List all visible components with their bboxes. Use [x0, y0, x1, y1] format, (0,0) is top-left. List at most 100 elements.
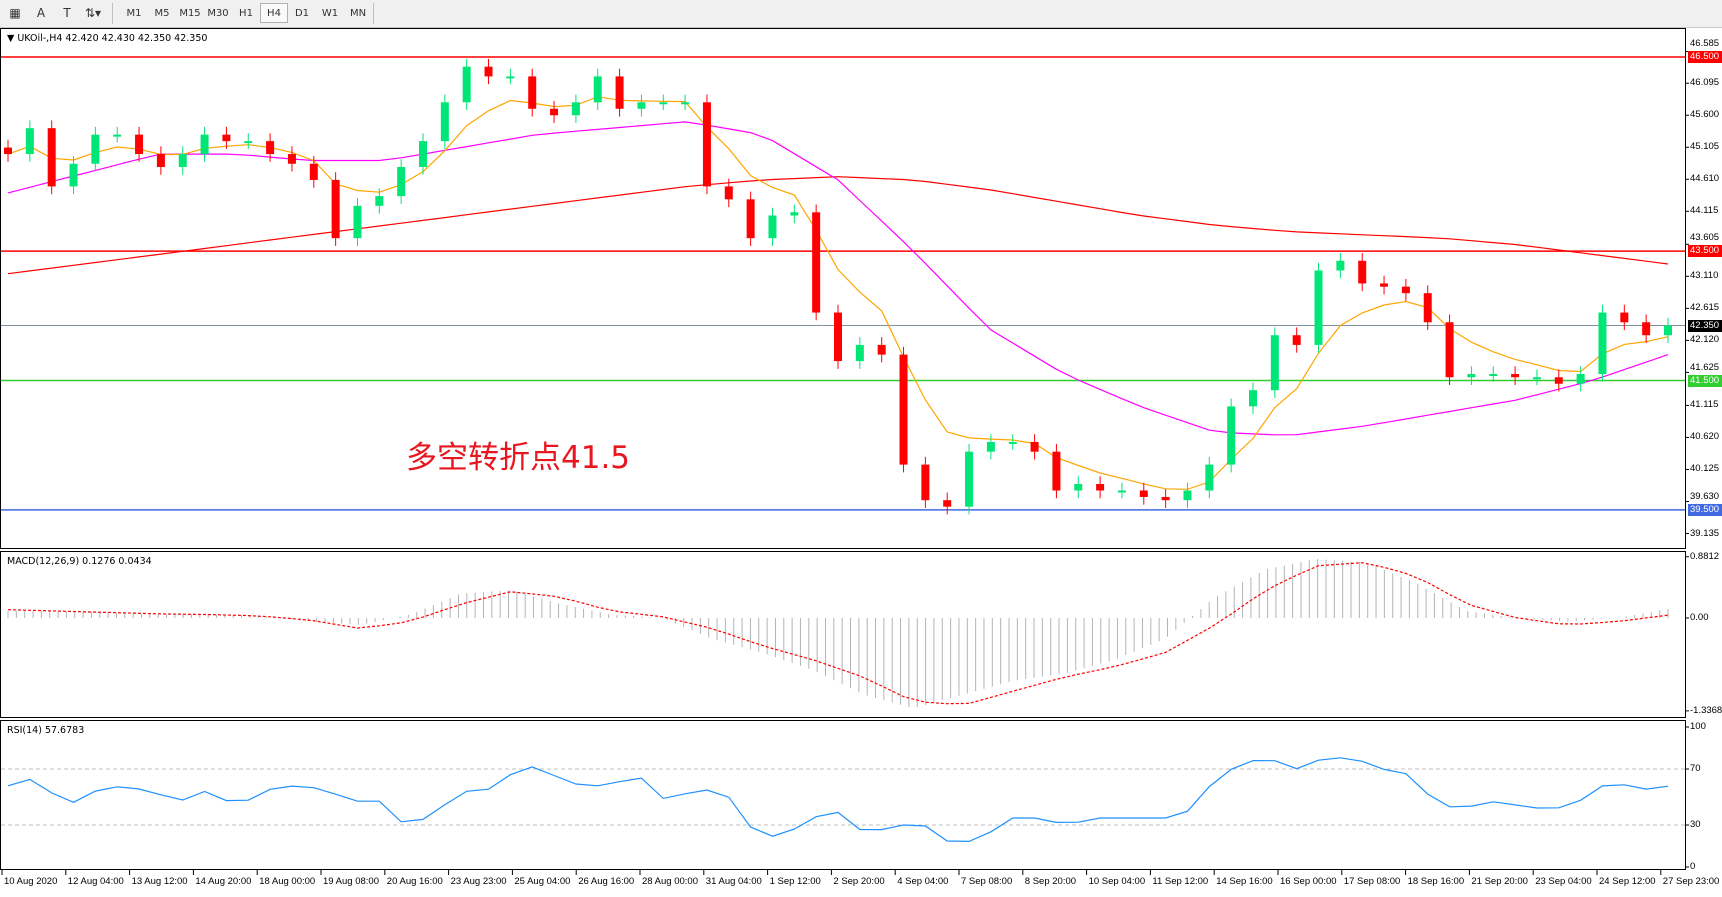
candle-body	[484, 66, 493, 77]
candle-body	[812, 212, 821, 313]
candle-body	[440, 102, 449, 142]
candle-body	[222, 134, 231, 142]
macd-tick-label: 0.8812	[1690, 550, 1720, 562]
grid-icon[interactable]: ▦	[9, 6, 21, 20]
candle-body	[1620, 312, 1629, 323]
symbol-ohlc: UKOil-,H4 42.420 42.430 42.350 42.350	[17, 33, 208, 44]
time-tick-label: 12 Aug 04:00	[67, 876, 124, 887]
candle-body	[47, 128, 56, 187]
time-tick-label: 26 Aug 16:00	[578, 876, 635, 887]
candle-body	[1052, 451, 1061, 491]
toolbar: ▦ A T ⇅▾ M1 M5 M15 M30 H1 H4 D1 W1 MN	[0, 0, 1722, 28]
time-tick-label: 14 Sep 16:00	[1216, 876, 1273, 887]
candle-body	[1445, 322, 1454, 378]
timeframe-m5[interactable]: M5	[154, 8, 170, 19]
collapse-arrow-icon[interactable]: ▼	[7, 33, 18, 44]
candle-body	[899, 354, 908, 465]
candle-body	[287, 154, 296, 164]
candle-body	[397, 166, 406, 197]
time-tick-label: 2 Sep 20:00	[833, 876, 885, 887]
macd-panel[interactable]: MACD(12,26,9) 0.1276 0.0434	[0, 551, 1686, 718]
candle-body	[1227, 406, 1236, 465]
candle-body	[178, 154, 187, 167]
candle-body	[419, 141, 427, 167]
time-tick-label: 7 Sep 08:00	[961, 876, 1013, 887]
time-tick-label: 8 Sep 20:00	[1024, 876, 1077, 887]
level-price-tag: 39.500	[1688, 503, 1722, 516]
price-tick-label: 45.600	[1690, 109, 1720, 121]
level-price-tag: 43.500	[1688, 245, 1722, 258]
candle-body	[1030, 441, 1039, 452]
candle-body	[25, 128, 34, 155]
rsi-panel[interactable]: RSI(14) 57.6783	[0, 720, 1686, 870]
timeframe-d1[interactable]: D1	[294, 8, 310, 19]
candle-body	[375, 196, 384, 206]
time-tick-label: 21 Sep 20:00	[1471, 876, 1528, 887]
candle-body	[637, 102, 646, 109]
candle-body	[1664, 325, 1672, 336]
candle-body	[506, 76, 515, 79]
time-tick-label: 31 Aug 04:00	[705, 876, 762, 887]
time-tick-label: 28 Aug 00:00	[642, 876, 698, 887]
candle-body	[1358, 260, 1367, 284]
timeframe-m30[interactable]: M30	[207, 8, 229, 19]
price-tick-label: 40.620	[1690, 431, 1720, 443]
candle-body	[331, 179, 340, 239]
candle-body	[113, 134, 122, 137]
candle-body	[1511, 374, 1520, 378]
candle-body	[986, 441, 995, 452]
rsi-tick-label: 70	[1690, 763, 1701, 774]
candle-body	[244, 141, 253, 144]
time-tick-label: 23 Sep 04:00	[1535, 876, 1592, 887]
rsi-tick-label: 100	[1690, 721, 1706, 732]
toolbar-separator	[373, 3, 374, 24]
timeframe-m15[interactable]: M15	[179, 8, 201, 19]
candle-body	[156, 154, 165, 167]
candle-body	[1249, 390, 1257, 407]
candle-body	[135, 134, 144, 155]
rsi-title: RSI(14) 57.6783	[7, 725, 85, 736]
current-price-tag: 42.350	[1688, 319, 1722, 332]
text-label-icon[interactable]: T	[63, 6, 71, 20]
time-tick-label: 10 Sep 04:00	[1088, 876, 1146, 887]
timeframe-w1[interactable]: W1	[321, 8, 339, 19]
candle-body	[1401, 286, 1410, 294]
time-tick-label: 24 Sep 12:00	[1599, 876, 1656, 887]
candle-body	[1489, 374, 1498, 377]
candle-body	[1314, 270, 1323, 345]
timeframe-mn[interactable]: MN	[349, 8, 367, 19]
candle-body	[571, 102, 580, 116]
candle-body	[855, 344, 864, 362]
candle-body	[1074, 484, 1083, 491]
candle-body	[309, 163, 318, 180]
price-tick-label: 45.105	[1690, 141, 1720, 153]
candle-body	[1270, 335, 1279, 391]
level-price-tag: 41.500	[1688, 374, 1722, 387]
candle-body	[1467, 374, 1476, 378]
time-tick-label: 18 Sep 16:00	[1407, 876, 1465, 887]
time-tick-label: 11 Sep 12:00	[1152, 876, 1209, 887]
price-tick-label: 44.610	[1690, 173, 1720, 185]
timeframe-h4[interactable]: H4	[260, 3, 288, 23]
candle-body	[790, 212, 799, 216]
slow-moving-average-line	[7, 176, 1669, 275]
arrows-icon[interactable]: ⇅▾	[84, 6, 102, 20]
macd-signal-line	[7, 562, 1669, 705]
time-tick-label: 19 Aug 08:00	[323, 876, 379, 887]
text-a-icon[interactable]: A	[36, 6, 46, 20]
timeframe-h1[interactable]: H1	[239, 8, 253, 19]
timeframe-m1[interactable]: M1	[126, 8, 142, 19]
time-tick-label: 23 Aug 23:00	[450, 876, 507, 887]
candle-body	[1532, 377, 1541, 380]
candle-body	[834, 312, 842, 362]
candle-body	[1336, 260, 1345, 271]
time-tick-label: 25 Aug 04:00	[514, 876, 571, 887]
candle-body	[1598, 312, 1607, 375]
price-tick-label: 41.625	[1690, 361, 1720, 373]
time-tick-label: 18 Aug 00:00	[259, 876, 316, 887]
annotation-text[interactable]: 多空转折点41.5	[406, 440, 631, 476]
rsi-tick-label: 0	[1690, 861, 1696, 872]
candle-body	[724, 186, 733, 200]
candle-body	[702, 102, 711, 187]
